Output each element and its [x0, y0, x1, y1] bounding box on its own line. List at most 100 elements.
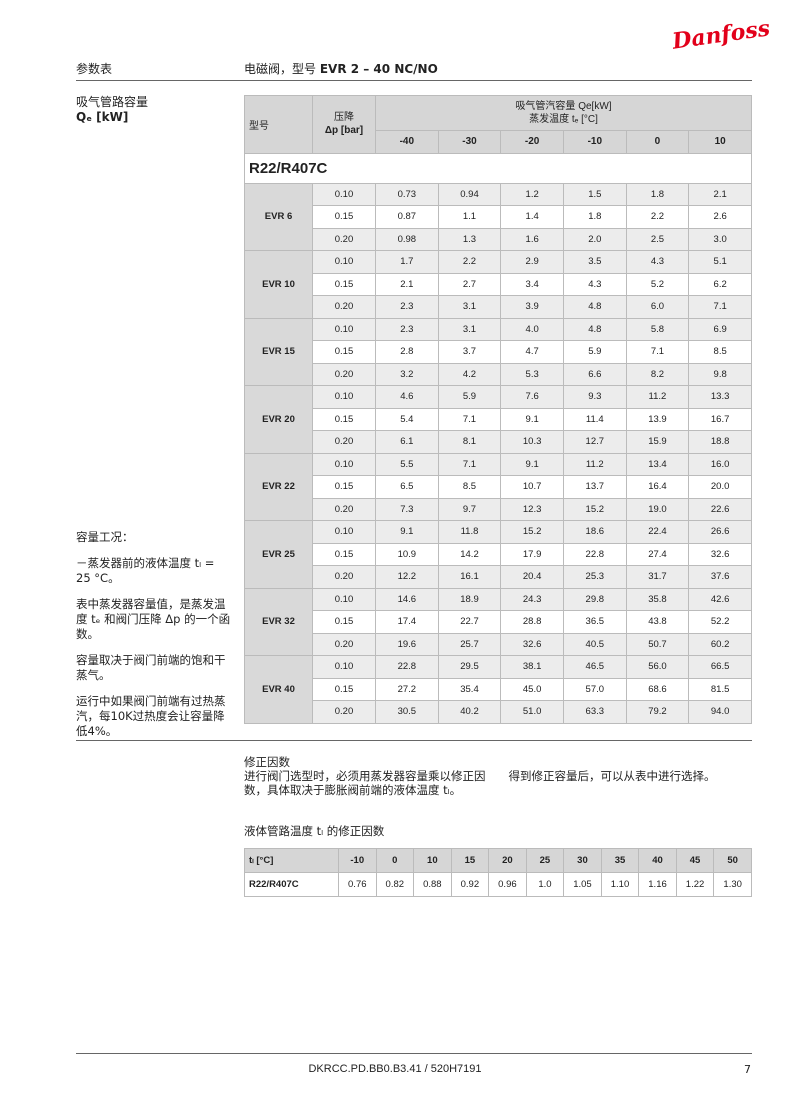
- capacity-cell: 3.1: [437, 295, 502, 319]
- note: －蒸发器前的液体温度 tₗ = 25 °C。: [76, 556, 215, 585]
- capacity-cell: 6.0: [625, 295, 690, 319]
- capacity-table: 型号 压降 Δp [bar] 吸气管汽容量 Qe[kW] 蒸发温度 tₑ [°C] …: [244, 95, 752, 724]
- capacity-cell: 6.1: [375, 430, 439, 454]
- capacity-cell: 11.8: [437, 520, 502, 544]
- title-prefix: 电磁阀，型号: [244, 62, 320, 76]
- table-row: 0.20 7.3 9.7 12.3 15.2 19.0 22.6: [245, 497, 752, 521]
- pressure-drop-cell: 0.20: [312, 227, 376, 251]
- capacity-cell: 22.6: [688, 497, 752, 521]
- capacity-cell: 16.7: [688, 407, 752, 431]
- capacity-cell: 10.9: [375, 542, 439, 566]
- pressure-drop-cell: 0.20: [312, 497, 376, 521]
- capacity-cell: 4.0: [500, 317, 564, 341]
- table-row: EVR 15 0.10 2.3 3.1 4.0 4.8 5.8 6.9: [244, 317, 752, 386]
- capacity-cell: 12.2: [375, 565, 439, 589]
- capacity-cell: 46.5: [562, 655, 627, 679]
- capacity-cell: 35.8: [625, 587, 690, 611]
- note: 运行中如果阀门前端有过热蒸汽，每10K过热度会让容量降低4%。: [76, 694, 226, 738]
- capacity-cell: 52.2: [688, 610, 752, 634]
- table-row: 0.20 19.6 25.7 32.6 40.5 50.7 60.2: [245, 632, 752, 656]
- capacity-cell: 18.6: [562, 520, 627, 544]
- corr-header-cell: 35: [600, 848, 640, 873]
- capacity-cell: 5.5: [375, 452, 439, 476]
- corr-header-cell: 10: [413, 848, 452, 873]
- capacity-cell: 40.5: [562, 632, 627, 656]
- pressure-drop-cell: 0.10: [312, 452, 376, 476]
- capacity-cell: 13.3: [688, 385, 752, 409]
- capacity-cell: 43.8: [625, 610, 690, 634]
- capacity-cell: 5.4: [375, 407, 439, 431]
- capacity-cell: 2.2: [437, 250, 502, 274]
- table-row: 0.20 0.98 1.3 1.6 2.0 2.5 3.0: [245, 227, 752, 251]
- capacity-cell: 28.8: [500, 610, 564, 634]
- capacity-cell: 3.4: [500, 272, 564, 296]
- pressure-drop-cell: 0.10: [312, 182, 376, 206]
- model-cell: EVR 22: [244, 452, 313, 521]
- capacity-cell: 13.9: [625, 407, 690, 431]
- corr-header-cell: 25: [525, 848, 565, 873]
- header-divider: [76, 80, 752, 81]
- capacity-cell: 27.4: [625, 542, 690, 566]
- pressure-drop-cell: 0.15: [312, 475, 376, 499]
- capacity-cell: 19.6: [375, 632, 439, 656]
- table-row: EVR 20 0.10 4.6 5.9 7.6 9.3 11.2 13.3: [244, 385, 752, 454]
- capacity-cell: 16.1: [437, 565, 502, 589]
- capacity-cell: 18.9: [437, 587, 502, 611]
- temp-header: -40: [375, 130, 439, 154]
- capacity-cell: 2.9: [500, 250, 564, 274]
- capacity-cell: 12.7: [562, 430, 627, 454]
- capacity-cell: 5.9: [437, 385, 502, 409]
- capacity-cell: 22.7: [437, 610, 502, 634]
- capacity-cell: 15.2: [500, 520, 564, 544]
- capacity-cell: 45.0: [500, 677, 564, 701]
- side-title-text: 吸气管路容量: [76, 95, 149, 109]
- capacity-cell: 2.1: [375, 272, 439, 296]
- table-row: 0.15 0.87 1.1 1.4 1.8 2.2 2.6: [245, 205, 752, 229]
- capacity-cell: 3.1: [437, 317, 502, 341]
- note: 容量工况：: [76, 530, 134, 544]
- capacity-cell: 50.7: [625, 632, 690, 656]
- capacity-cell: 4.7: [500, 340, 564, 364]
- capacity-cell: 2.8: [375, 340, 439, 364]
- side-title: 吸气管路容量 Qₑ [kW]: [76, 95, 148, 125]
- corr-value-cell: 1.30: [713, 872, 752, 897]
- capacity-cell: 25.7: [437, 632, 502, 656]
- capacity-cell: 10.3: [500, 430, 564, 454]
- capacity-cell: 7.1: [437, 452, 502, 476]
- capacity-cell: 3.2: [375, 362, 439, 386]
- table-row: EVR 6 0.10 0.73 0.94 1.2 1.5 1.8 2.1: [244, 182, 752, 251]
- table-row: EVR 10 0.10 1.7 2.2 2.9 3.5 4.3 5.1: [244, 250, 752, 319]
- capacity-cell: 12.3: [500, 497, 564, 521]
- capacity-cell: 7.1: [625, 340, 690, 364]
- capacity-cell: 32.6: [500, 632, 564, 656]
- pressure-drop-cell: 0.20: [312, 700, 376, 724]
- corr-value-cell: 1.05: [563, 872, 602, 897]
- danfoss-logo: Danfoss: [670, 15, 772, 55]
- pressure-drop-cell: 0.20: [312, 565, 376, 589]
- pressure-drop-cell: 0.10: [312, 520, 376, 544]
- pressure-drop-cell: 0.20: [312, 632, 376, 656]
- correction-text: 数，具体取决于膨胀阀前端的液体温度 tₗ。: [244, 783, 462, 797]
- model-cell: EVR 25: [244, 520, 313, 589]
- note: 容量取决于阀门前端的饱和干蒸气。: [76, 653, 226, 682]
- capacity-cell: 27.2: [375, 677, 439, 701]
- capacity-cell: 8.2: [625, 362, 690, 386]
- capacity-cell: 0.94: [437, 182, 502, 206]
- capacity-cell: 1.8: [562, 205, 627, 229]
- capacity-cell: 1.6: [500, 227, 564, 251]
- table-row: 0.15 2.8 3.7 4.7 5.9 7.1 8.5: [245, 340, 752, 364]
- corr-value-cell: 0.96: [488, 872, 527, 897]
- capacity-cell: 94.0: [688, 700, 752, 724]
- capacity-cell: 7.6: [500, 385, 564, 409]
- capacity-cell: 9.1: [500, 452, 564, 476]
- capacity-cell: 16.4: [625, 475, 690, 499]
- corr-value-cell: R22/R407C: [244, 872, 339, 897]
- table-row: 0.20 2.3 3.1 3.9 4.8 6.0 7.1: [245, 295, 752, 319]
- capacity-cell: 2.3: [375, 317, 439, 341]
- capacity-cell: 7.1: [437, 407, 502, 431]
- corr-value-cell: 1.22: [675, 872, 715, 897]
- col-dp-label: 压降: [334, 112, 354, 124]
- capacity-cell: 1.1: [437, 205, 502, 229]
- page-title: 电磁阀，型号 EVR 2 – 40 NC/NO: [244, 60, 438, 77]
- corr-value-cell: 0.82: [375, 872, 415, 897]
